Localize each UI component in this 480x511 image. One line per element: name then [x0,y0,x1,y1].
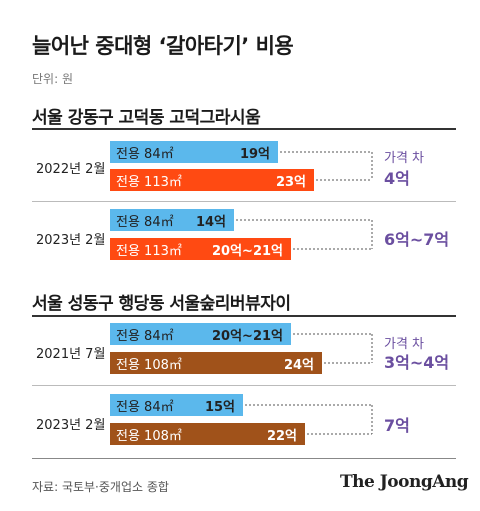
footer-divider [32,458,456,459]
section-divider [32,128,456,130]
bar-value: 19억 [239,146,270,162]
gap-value: 3억~4억 [384,353,450,372]
group-separator [32,385,456,386]
bar-value: 24억 [283,357,314,373]
bar-113-2022-02: 전용 113㎡ 23억 [110,169,314,191]
bar-label: 전용 113㎡ [116,243,182,259]
bar-value: 20억~21억 [212,328,283,344]
bar-value: 15억 [204,399,235,415]
source-note: 자료: 국토부·중개업소 종합 [32,480,169,494]
bar-label: 전용 84㎡ [116,328,174,344]
bar-label: 전용 108㎡ [116,357,182,373]
bar-84-2023-02-haengdang: 전용 84㎡ 15억 [110,394,243,416]
brand-logo: The JoongAng [340,472,469,492]
bar-label: 전용 108㎡ [116,428,182,444]
bar-108-2021-07: 전용 108㎡ 24억 [110,352,322,374]
bar-value: 22억 [266,428,297,444]
section-title-godeok: 서울 강동구 고덕동 고덕그라시움 [32,108,261,128]
bar-label: 전용 84㎡ [116,214,174,230]
bar-label: 전용 84㎡ [116,146,174,162]
section-title-haengdang: 서울 성동구 행당동 서울숲리버뷰자이 [32,294,291,314]
bar-value: 14억 [195,214,226,230]
bar-84-2023-02: 전용 84㎡ 14억 [110,209,234,231]
group-separator [32,201,456,202]
period-label: 2023년 2월 [36,233,106,248]
bar-108-2023-02-haengdang: 전용 108㎡ 22억 [110,423,305,445]
unit-label: 단위: 원 [32,72,73,86]
period-label: 2021년 7월 [36,347,106,362]
gap-label: 가격 차 [384,151,425,166]
bar-label: 전용 84㎡ [116,399,174,415]
section-divider [32,315,456,317]
gap-value: 7억 [384,416,410,435]
gap-value: 4억 [384,169,410,188]
bar-113-2023-02: 전용 113㎡ 20억~21억 [110,238,291,260]
bar-value: 23억 [275,174,306,190]
bar-84-2022-02: 전용 84㎡ 19억 [110,141,278,163]
bar-84-2021-07: 전용 84㎡ 20억~21억 [110,323,291,345]
period-label: 2023년 2월 [36,418,106,433]
period-label: 2022년 2월 [36,162,106,177]
gap-value: 6억~7억 [384,230,450,249]
bar-label: 전용 113㎡ [116,174,182,190]
bar-value: 20억~21억 [212,243,283,259]
chart-title: 늘어난 중대형 ‘갈아타기’ 비용 [32,34,294,58]
gap-label: 가격 차 [384,337,425,352]
